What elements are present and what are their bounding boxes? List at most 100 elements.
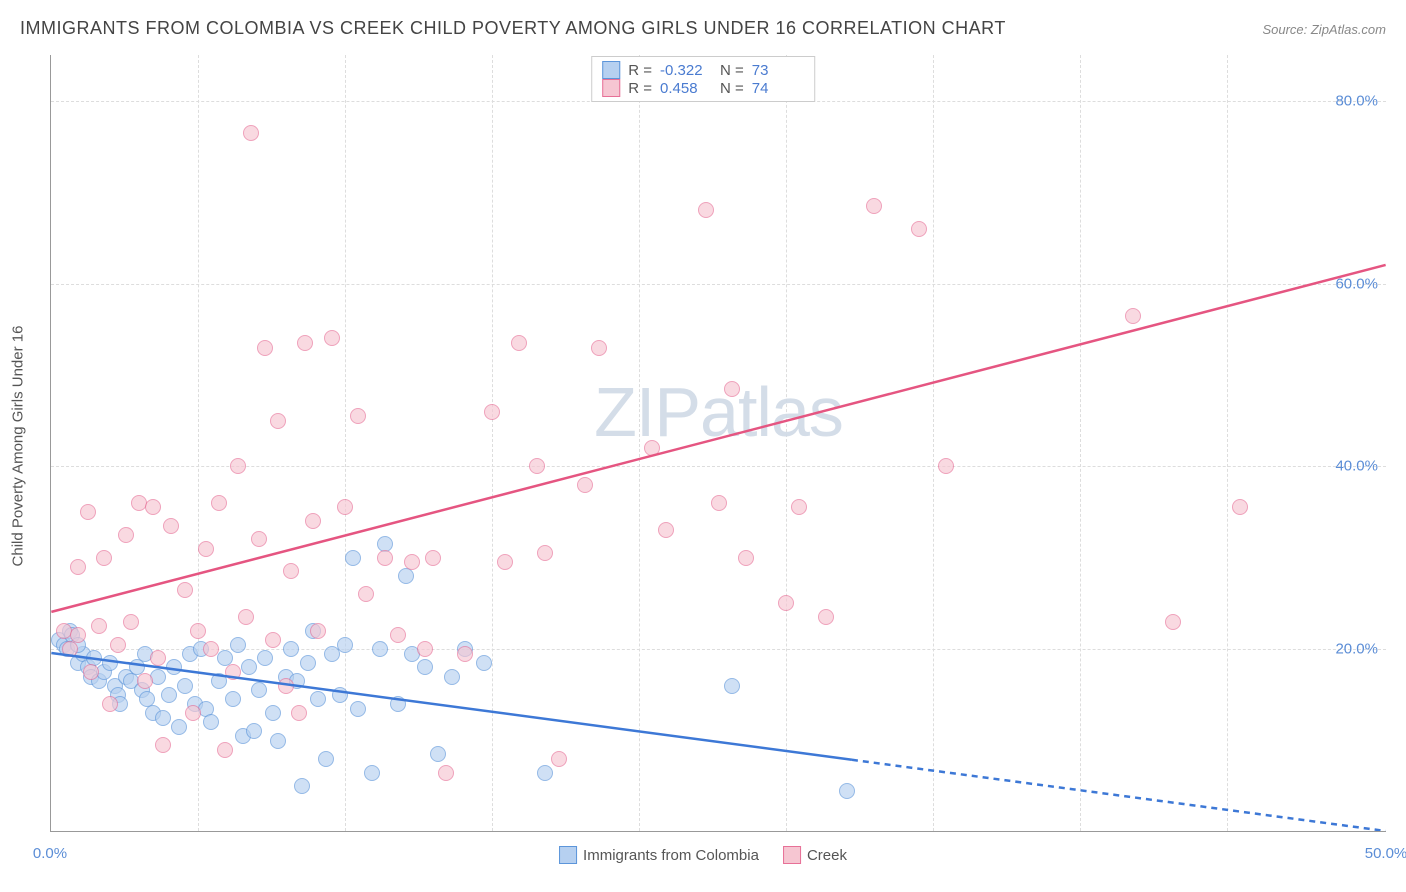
data-point-series-1 [150,650,166,666]
y-tick-label: 20.0% [1335,641,1378,658]
data-point-series-0 [537,765,553,781]
gridline-v [1227,55,1228,831]
trend-lines-layer [51,55,1386,831]
data-point-series-1 [1125,308,1141,324]
data-point-series-1 [211,495,227,511]
n-value-series-0: 73 [752,62,804,79]
data-point-series-0 [251,682,267,698]
data-point-series-0 [444,669,460,685]
y-axis-label: Child Poverty Among Girls Under 16 [10,326,27,567]
data-point-series-1 [310,623,326,639]
data-point-series-1 [155,737,171,753]
data-point-series-0 [390,696,406,712]
data-point-series-1 [866,198,882,214]
data-point-series-0 [225,691,241,707]
data-point-series-0 [246,723,262,739]
data-point-series-1 [377,550,393,566]
data-point-series-1 [118,527,134,543]
data-point-series-1 [938,458,954,474]
swatch-series-0 [559,846,577,864]
data-point-series-1 [203,641,219,657]
r-label: R = [628,80,652,97]
data-point-series-1 [217,742,233,758]
legend-row-series-0: R = -0.322 N = 73 [602,61,804,79]
data-point-series-0 [102,655,118,671]
data-point-series-1 [511,335,527,351]
data-point-series-1 [110,637,126,653]
r-value-series-0: -0.322 [660,62,712,79]
data-point-series-1 [724,381,740,397]
swatch-series-1 [783,846,801,864]
data-point-series-1 [305,513,321,529]
data-point-series-1 [70,559,86,575]
data-point-series-1 [497,554,513,570]
data-point-series-1 [145,499,161,515]
data-point-series-1 [83,664,99,680]
data-point-series-1 [337,499,353,515]
data-point-series-1 [577,477,593,493]
source-label: Source: [1262,22,1310,37]
r-label: R = [628,62,652,79]
data-point-series-1 [457,646,473,662]
data-point-series-0 [161,687,177,703]
data-point-series-1 [1165,614,1181,630]
data-point-series-1 [123,614,139,630]
data-point-series-1 [70,627,86,643]
data-point-series-0 [283,641,299,657]
data-point-series-0 [364,765,380,781]
data-point-series-1 [711,495,727,511]
data-point-series-1 [537,545,553,561]
data-point-series-1 [137,673,153,689]
y-tick-label: 60.0% [1335,275,1378,292]
gridline-v [639,55,640,831]
data-point-series-0 [476,655,492,671]
x-tick-label: 0.0% [33,845,67,862]
watermark-light: atlas [700,373,843,451]
series-legend: Immigrants from Colombia Creek [559,846,847,864]
data-point-series-1 [257,340,273,356]
legend-item-series-1: Creek [783,846,847,864]
correlation-legend: R = -0.322 N = 73 R = 0.458 N = 74 [591,56,815,102]
data-point-series-1 [438,765,454,781]
data-point-series-0 [300,655,316,671]
data-point-series-0 [294,778,310,794]
data-point-series-1 [291,705,307,721]
data-point-series-1 [818,609,834,625]
data-point-series-0 [398,568,414,584]
data-point-series-0 [724,678,740,694]
data-point-series-1 [243,125,259,141]
data-point-series-1 [324,330,340,346]
data-point-series-1 [404,554,420,570]
data-point-series-1 [417,641,433,657]
data-point-series-1 [265,632,281,648]
gridline-v [786,55,787,831]
data-point-series-1 [270,413,286,429]
watermark-bold: ZIP [594,373,700,451]
data-point-series-0 [177,678,193,694]
data-point-series-1 [278,678,294,694]
gridline-h [51,649,1386,650]
legend-row-series-1: R = 0.458 N = 74 [602,79,804,97]
r-value-series-1: 0.458 [660,80,712,97]
plot-area: ZIPatlas 20.0%40.0%60.0%80.0% [50,55,1386,832]
data-point-series-1 [62,641,78,657]
data-point-series-0 [155,710,171,726]
data-point-series-1 [283,563,299,579]
data-point-series-1 [791,499,807,515]
data-point-series-0 [332,687,348,703]
data-point-series-1 [177,582,193,598]
data-point-series-0 [270,733,286,749]
data-point-series-1 [190,623,206,639]
gridline-v [933,55,934,831]
gridline-v [492,55,493,831]
x-tick-label: 50.0% [1365,845,1406,862]
data-point-series-1 [96,550,112,566]
gridline-v [1080,55,1081,831]
n-value-series-1: 74 [752,80,804,97]
data-point-series-1 [185,705,201,721]
data-point-series-1 [230,458,246,474]
data-point-series-1 [102,696,118,712]
legend-item-series-0: Immigrants from Colombia [559,846,759,864]
data-point-series-0 [350,701,366,717]
data-point-series-1 [1232,499,1248,515]
